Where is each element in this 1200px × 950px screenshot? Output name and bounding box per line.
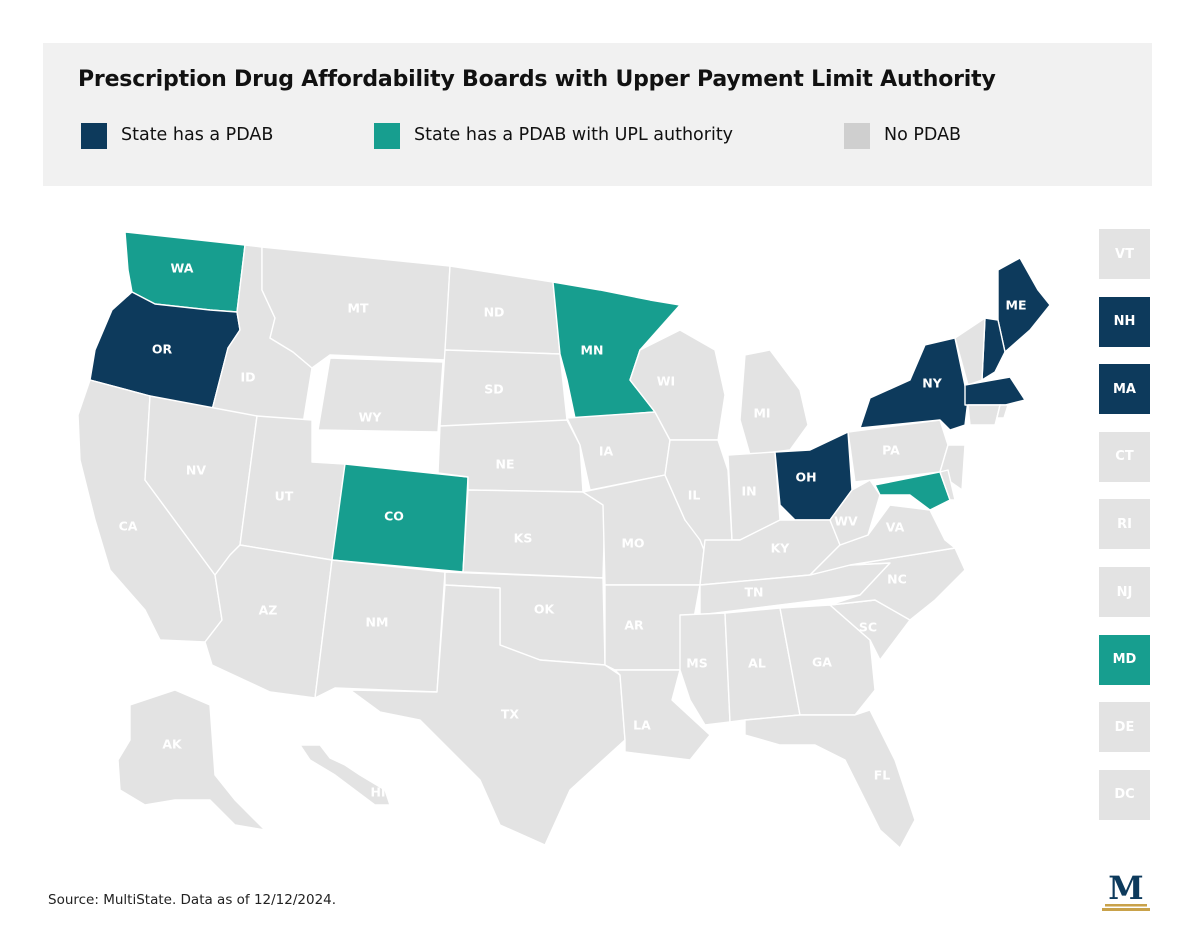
state-label-me: ME	[1006, 298, 1027, 313]
state-label-ak: AK	[162, 737, 183, 752]
state-ak	[117, 689, 266, 831]
state-box-nh: NH	[1099, 296, 1150, 347]
state-ks	[462, 489, 606, 579]
state-label-ky: KY	[771, 541, 791, 556]
source-note: Source: MultiState. Data as of 12/12/202…	[48, 892, 337, 908]
state-label-sc: SC	[859, 620, 877, 635]
state-la	[614, 669, 711, 761]
multistate-logo: M	[1102, 872, 1150, 911]
state-nm	[314, 559, 446, 699]
state-ny	[859, 337, 969, 431]
state-label-ia: IA	[599, 444, 614, 459]
state-label-ca: CA	[119, 519, 138, 534]
state-label-wi: WI	[657, 374, 675, 389]
state-tx	[349, 584, 626, 846]
state-label-mi: MI	[753, 406, 770, 421]
state-label-ut: UT	[275, 489, 294, 504]
state-label-la: LA	[633, 718, 651, 733]
legend-swatch-none	[844, 123, 870, 149]
state-ri	[996, 404, 1009, 419]
state-vt	[954, 317, 986, 386]
state-box-ma: MA	[1099, 364, 1150, 415]
state-box-ri: RI	[1099, 499, 1150, 550]
state-label-ar: AR	[624, 618, 644, 633]
state-box-md: MD	[1099, 634, 1150, 685]
state-ma	[964, 376, 1026, 406]
state-label-il: IL	[688, 488, 701, 503]
state-box-nj: NJ	[1099, 567, 1150, 617]
state-label-tn: TN	[745, 585, 764, 600]
state-label-nv: NV	[186, 463, 206, 478]
state-label-ms: MS	[686, 656, 707, 671]
state-wy	[317, 357, 444, 433]
state-label-sd: SD	[484, 382, 503, 397]
state-label-mo: MO	[621, 536, 644, 551]
state-label-or: OR	[152, 342, 173, 357]
page-title: Prescription Drug Affordability Boards w…	[78, 67, 996, 92]
state-label-mn: MN	[581, 343, 604, 358]
us-map: WA OR CA ID NV MT WY UT AZ CO NM ND SD NE KS OK TX MN IA MO…	[77, 231, 1051, 849]
state-label-al: AL	[748, 656, 766, 671]
state-de	[939, 469, 956, 501]
state-label-id: ID	[240, 370, 255, 385]
state-box-ct: CT	[1099, 431, 1150, 482]
state-label-ne: NE	[495, 457, 514, 472]
state-box-de: DE	[1099, 702, 1150, 753]
state-label-hi: HI	[370, 785, 385, 800]
state-label-mt: MT	[348, 301, 369, 316]
legend: State has a PDAB State has a PDAB with U…	[81, 123, 1121, 149]
legend-label-none: No PDAB	[884, 125, 962, 145]
logo-letter: M	[1108, 872, 1143, 907]
state-label-nc: NC	[887, 572, 907, 587]
state-label-co: CO	[384, 509, 404, 524]
legend-label-pdab: State has a PDAB	[121, 125, 274, 145]
legend-label-upl: State has a PDAB with UPL authority	[414, 125, 734, 145]
state-mi	[739, 349, 809, 456]
state-label-tx: TX	[501, 707, 520, 722]
state-az	[204, 544, 333, 699]
state-label-ok: OK	[534, 602, 556, 617]
legend-swatch-pdab	[81, 123, 107, 149]
state-label-oh: OH	[795, 470, 816, 485]
state-label-wv: WV	[834, 514, 858, 529]
state-label-va: VA	[886, 520, 905, 535]
state-label-in: IN	[741, 484, 756, 499]
state-label-wa: WA	[171, 261, 194, 276]
state-label-nd: ND	[484, 305, 505, 320]
chart-header: Prescription Drug Affordability Boards w…	[43, 43, 1152, 186]
state-label-ny: NY	[922, 376, 942, 391]
state-label-nm: NM	[366, 615, 389, 630]
state-label-wy: WY	[359, 410, 383, 425]
state-label-ga: GA	[812, 655, 832, 670]
state-hi	[299, 744, 391, 806]
state-ct	[967, 404, 1001, 426]
state-box-vt: VT	[1099, 229, 1150, 279]
state-label-az: AZ	[259, 603, 278, 618]
state-label-pa: PA	[882, 443, 900, 458]
state-va	[809, 504, 956, 576]
state-label-fl: FL	[874, 768, 891, 783]
state-fl	[744, 709, 916, 849]
state-nc	[829, 547, 966, 621]
legend-swatch-upl	[374, 123, 400, 149]
state-label-ks: KS	[514, 531, 533, 546]
state-box-dc: DC	[1099, 769, 1150, 820]
